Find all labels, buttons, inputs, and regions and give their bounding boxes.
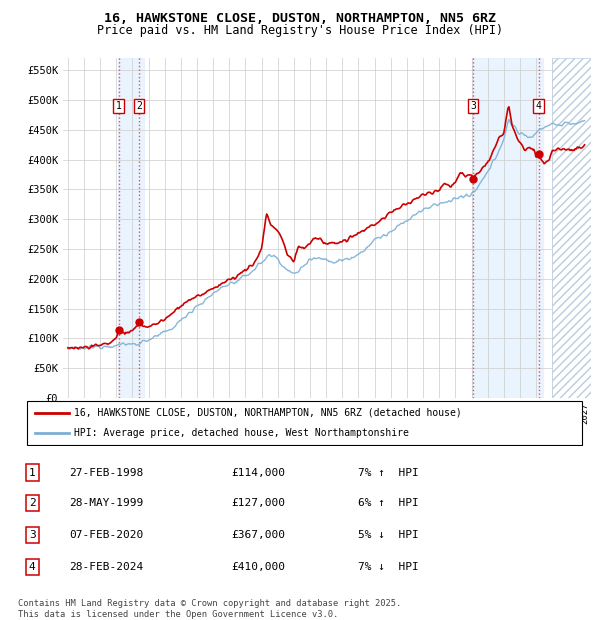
Text: 5% ↓  HPI: 5% ↓ HPI xyxy=(358,530,418,540)
Text: 2: 2 xyxy=(29,498,35,508)
Text: 28-MAY-1999: 28-MAY-1999 xyxy=(70,498,144,508)
Bar xyxy=(552,58,593,398)
Text: 16, HAWKSTONE CLOSE, DUSTON, NORTHAMPTON, NN5 6RZ (detached house): 16, HAWKSTONE CLOSE, DUSTON, NORTHAMPTON… xyxy=(74,408,462,418)
Text: £367,000: £367,000 xyxy=(231,530,285,540)
Text: 28-FEB-2024: 28-FEB-2024 xyxy=(70,562,144,572)
Text: 1: 1 xyxy=(116,101,122,111)
Text: 4: 4 xyxy=(536,101,541,111)
Text: 3: 3 xyxy=(470,101,476,111)
Text: 3: 3 xyxy=(29,530,35,540)
Text: £410,000: £410,000 xyxy=(231,562,285,572)
Text: £114,000: £114,000 xyxy=(231,467,285,477)
Bar xyxy=(552,58,593,398)
Bar xyxy=(118,58,144,398)
Bar xyxy=(472,58,544,398)
Text: HPI: Average price, detached house, West Northamptonshire: HPI: Average price, detached house, West… xyxy=(74,428,409,438)
Text: Contains HM Land Registry data © Crown copyright and database right 2025.
This d: Contains HM Land Registry data © Crown c… xyxy=(18,600,401,619)
Text: 27-FEB-1998: 27-FEB-1998 xyxy=(70,467,144,477)
Text: Price paid vs. HM Land Registry's House Price Index (HPI): Price paid vs. HM Land Registry's House … xyxy=(97,24,503,37)
Text: 16, HAWKSTONE CLOSE, DUSTON, NORTHAMPTON, NN5 6RZ: 16, HAWKSTONE CLOSE, DUSTON, NORTHAMPTON… xyxy=(104,12,496,25)
Text: 6% ↑  HPI: 6% ↑ HPI xyxy=(358,498,418,508)
Text: 2: 2 xyxy=(136,101,142,111)
Text: 1: 1 xyxy=(29,467,35,477)
Text: £127,000: £127,000 xyxy=(231,498,285,508)
FancyBboxPatch shape xyxy=(27,401,582,445)
Text: 07-FEB-2020: 07-FEB-2020 xyxy=(70,530,144,540)
Text: 7% ↑  HPI: 7% ↑ HPI xyxy=(358,467,418,477)
Text: 4: 4 xyxy=(29,562,35,572)
Text: 7% ↓  HPI: 7% ↓ HPI xyxy=(358,562,418,572)
